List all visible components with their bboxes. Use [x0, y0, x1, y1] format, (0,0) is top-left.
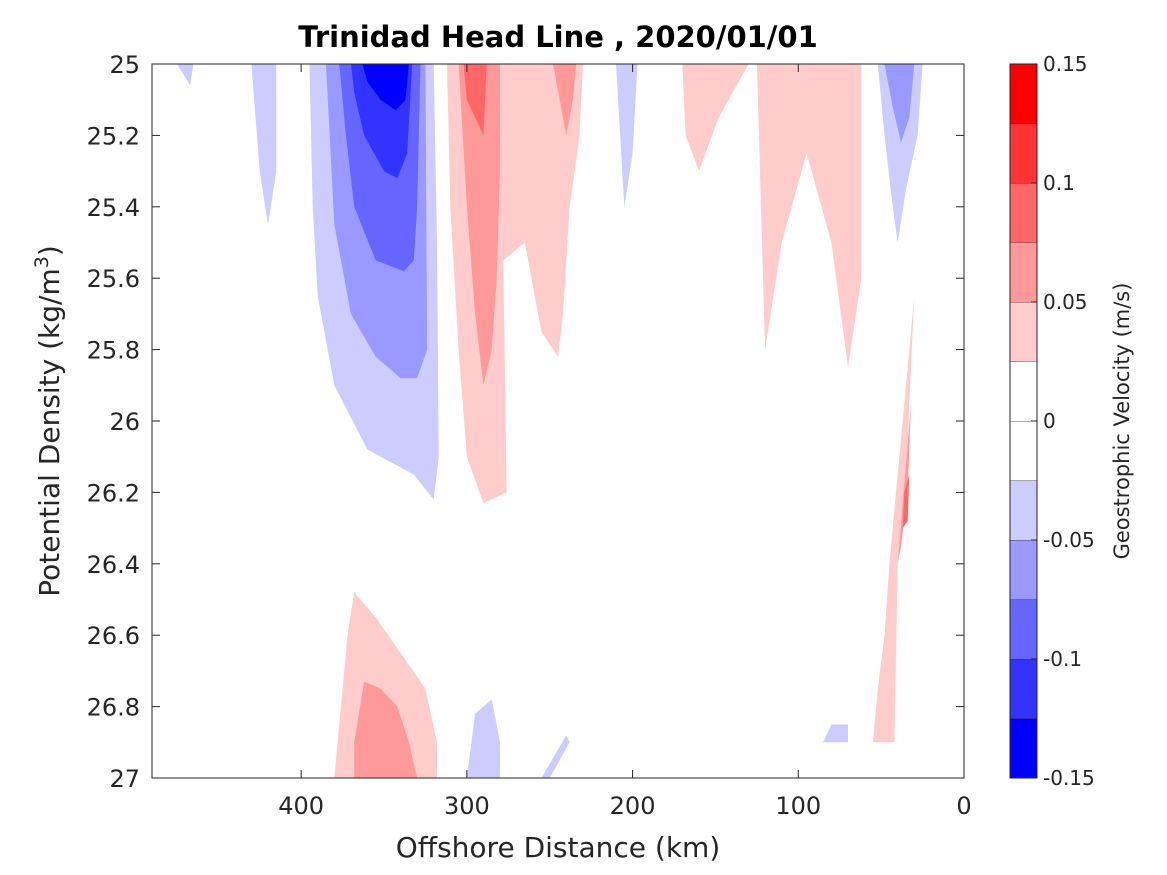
contour-region-deep-negative-a	[466, 699, 500, 778]
y-axis-title-superscript: 3	[31, 256, 53, 268]
chart-title: Trinidad Head Line , 2020/01/01	[298, 20, 818, 54]
y-tick-label: 25.2	[87, 122, 140, 150]
colorbar-tick-label: 0.05	[1043, 290, 1088, 314]
y-tick-label: 25.6	[87, 265, 140, 293]
contour-region-midshore-positive-a	[682, 64, 749, 172]
colorbar-tick-label: -0.1	[1043, 647, 1082, 671]
contour-region-deep-negative-c	[823, 724, 848, 743]
colorbar-tick-label: 0.15	[1043, 52, 1088, 76]
colorbar-band	[1010, 718, 1037, 778]
plot-area: 400 300 200 100 0 25 25.2 25.4 25.6 25.8 26 26.2 26…	[87, 51, 972, 820]
colorbar-title: Geostrophic Velocity (m/s)	[1110, 283, 1134, 560]
contour-region-main-negative-core	[362, 64, 409, 111]
x-tick-label: 400	[278, 792, 324, 820]
colorbar-band	[1010, 242, 1037, 302]
contour-region-deep-positive-l2	[354, 681, 418, 778]
colorbar-ticks: 0.15 0.1 0.05 0 -0.05 -0.1 -0.15	[1031, 52, 1095, 790]
colorbar-tick-label: 0.1	[1043, 171, 1075, 195]
contour-region-far-offshore-sliver	[176, 64, 194, 86]
y-tick-label: 25	[109, 51, 140, 79]
colorbar-band	[1010, 659, 1037, 719]
colorbar-band	[1010, 540, 1037, 600]
y-tick-label: 26.2	[87, 479, 140, 507]
contour-region-nearshore-positive-l3	[902, 474, 910, 529]
y-tick-label: 25.8	[87, 337, 140, 365]
colorbar-band	[1010, 480, 1037, 540]
contour-regions	[176, 64, 923, 778]
x-tick-label: 100	[775, 792, 821, 820]
contour-region-nearshore-negative-l1	[877, 64, 923, 243]
y-tick-label: 26.6	[87, 622, 140, 650]
y-tick-label: 27	[109, 765, 140, 793]
x-tick-label: 300	[444, 792, 490, 820]
colorbar-band	[1010, 421, 1037, 481]
contour-region-nearshore-positive-l1	[872, 296, 915, 743]
contour-region-nearshore-positive-l2	[897, 403, 911, 564]
contour-region-main-positive-l2	[458, 64, 500, 386]
x-axis-title: Offshore Distance (km)	[396, 831, 721, 864]
colorbar-bands	[1010, 63, 1037, 778]
colorbar-band	[1010, 183, 1037, 243]
y-tick-label: 25.4	[87, 194, 140, 222]
contour-region-mid-positive-l1-core	[553, 64, 577, 136]
y-axis-title-main: Potential Density (kg/m	[33, 268, 66, 597]
y-tick-label: 26	[109, 408, 140, 436]
x-axis-ticks: 400 300 200 100 0	[278, 64, 972, 820]
colorbar-band	[1010, 599, 1037, 659]
contour-region-deep-negative-b	[541, 735, 570, 778]
contour-region-main-positive-l3	[463, 64, 487, 136]
y-tick-label: 26.8	[87, 694, 140, 722]
colorbar-band	[1010, 123, 1037, 183]
colorbar-tick-label: -0.15	[1043, 766, 1095, 790]
colorbar-band	[1010, 302, 1037, 362]
x-tick-label: 200	[610, 792, 656, 820]
y-axis-title: Potential Density (kg/m3)	[31, 245, 66, 597]
contour-region-mid-negative-sliver	[616, 64, 638, 207]
y-axis-ticks: 25 25.2 25.4 25.6 25.8 26 26.2 26.4 26.6 26.8 27	[87, 51, 964, 793]
y-axis-title-close: )	[33, 245, 66, 256]
x-tick-label: 0	[956, 792, 971, 820]
contour-region-midshore-positive-b	[756, 64, 862, 368]
colorbar-band	[1010, 64, 1037, 124]
colorbar-tick-label: 0	[1043, 409, 1056, 433]
colorbar: 0.15 0.1 0.05 0 -0.05 -0.1 -0.15	[1009, 52, 1095, 790]
y-tick-label: 26.4	[87, 551, 140, 579]
contour-region-nearshore-negative-l2	[884, 64, 915, 143]
colorbar-tick-label: -0.05	[1043, 528, 1095, 552]
colorbar-band	[1010, 361, 1037, 421]
contour-region-west-negative-band	[251, 64, 277, 225]
